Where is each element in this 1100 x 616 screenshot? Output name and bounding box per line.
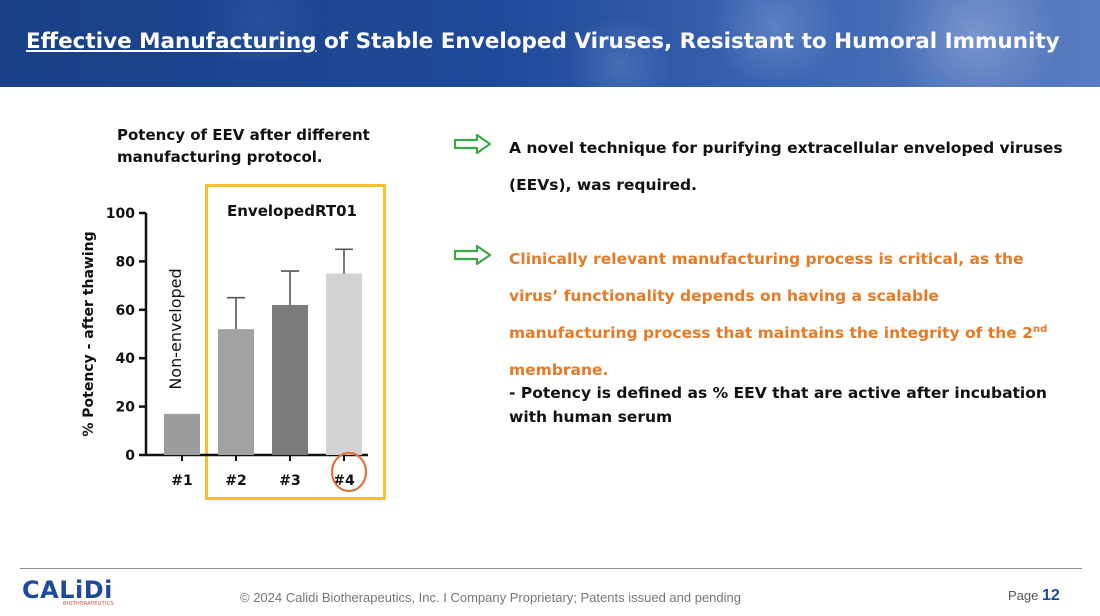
y-tick-label: 0 xyxy=(125,448,135,464)
chart-caption: Potency of EEV after different manufactu… xyxy=(117,126,370,166)
non-enveloped-annotation: Non-enveloped xyxy=(166,268,185,389)
footer-divider xyxy=(20,568,1082,569)
bullet-purification-technique: A novel technique for purifying extracel… xyxy=(509,139,1063,194)
y-tick-label: 80 xyxy=(116,254,136,270)
y-axis-label: % Potency - after thawing xyxy=(81,231,97,436)
y-tick-label: 100 xyxy=(106,206,135,222)
logo-text: CALiDi xyxy=(22,576,113,604)
arrow-icon xyxy=(453,133,492,155)
header-banner: Effective Manufacturing of Stable Envelo… xyxy=(0,0,1100,87)
ordinal-suffix: nd xyxy=(1032,324,1048,335)
logo-subtext: BIOTHERAPEUTICS xyxy=(62,601,114,607)
header-decoration xyxy=(880,0,1070,87)
page-label: Page xyxy=(1008,588,1039,603)
bullet-manufacturing-text-end: membrane. xyxy=(509,361,609,379)
copyright-notice: © 2024 Calidi Biotherapeutics, Inc. I Co… xyxy=(240,590,741,605)
slide-title-rest: of Stable Enveloped Viruses, Resistant t… xyxy=(316,29,1060,54)
calidi-logo: CALiDi BIOTHERAPEUTICS xyxy=(22,577,114,609)
highlight-box-label: EnvelopedRT01 xyxy=(227,202,357,220)
page-number-value: 12 xyxy=(1042,587,1060,604)
y-tick-label: 60 xyxy=(116,303,136,319)
bullet-manufacturing-text: Clinically relevant manufacturing proces… xyxy=(509,250,1033,342)
x-tick-label: #1 xyxy=(171,473,192,489)
slide-title: Effective Manufacturing of Stable Envelo… xyxy=(26,29,1086,54)
slide-title-underlined: Effective Manufacturing xyxy=(26,29,317,54)
page-number: Page 12 xyxy=(1008,587,1060,605)
bullet-potency-definition: - Potency is defined as % EEV that are a… xyxy=(509,384,1047,426)
bullet-manufacturing-process: Clinically relevant manufacturing proces… xyxy=(509,241,1069,389)
arrow-icon xyxy=(453,244,492,266)
y-tick-label: 20 xyxy=(116,400,136,416)
bar-1 xyxy=(164,413,200,455)
enveloped-highlight-box xyxy=(205,184,386,500)
y-tick-label: 40 xyxy=(116,351,136,367)
header-decoration xyxy=(560,20,680,87)
